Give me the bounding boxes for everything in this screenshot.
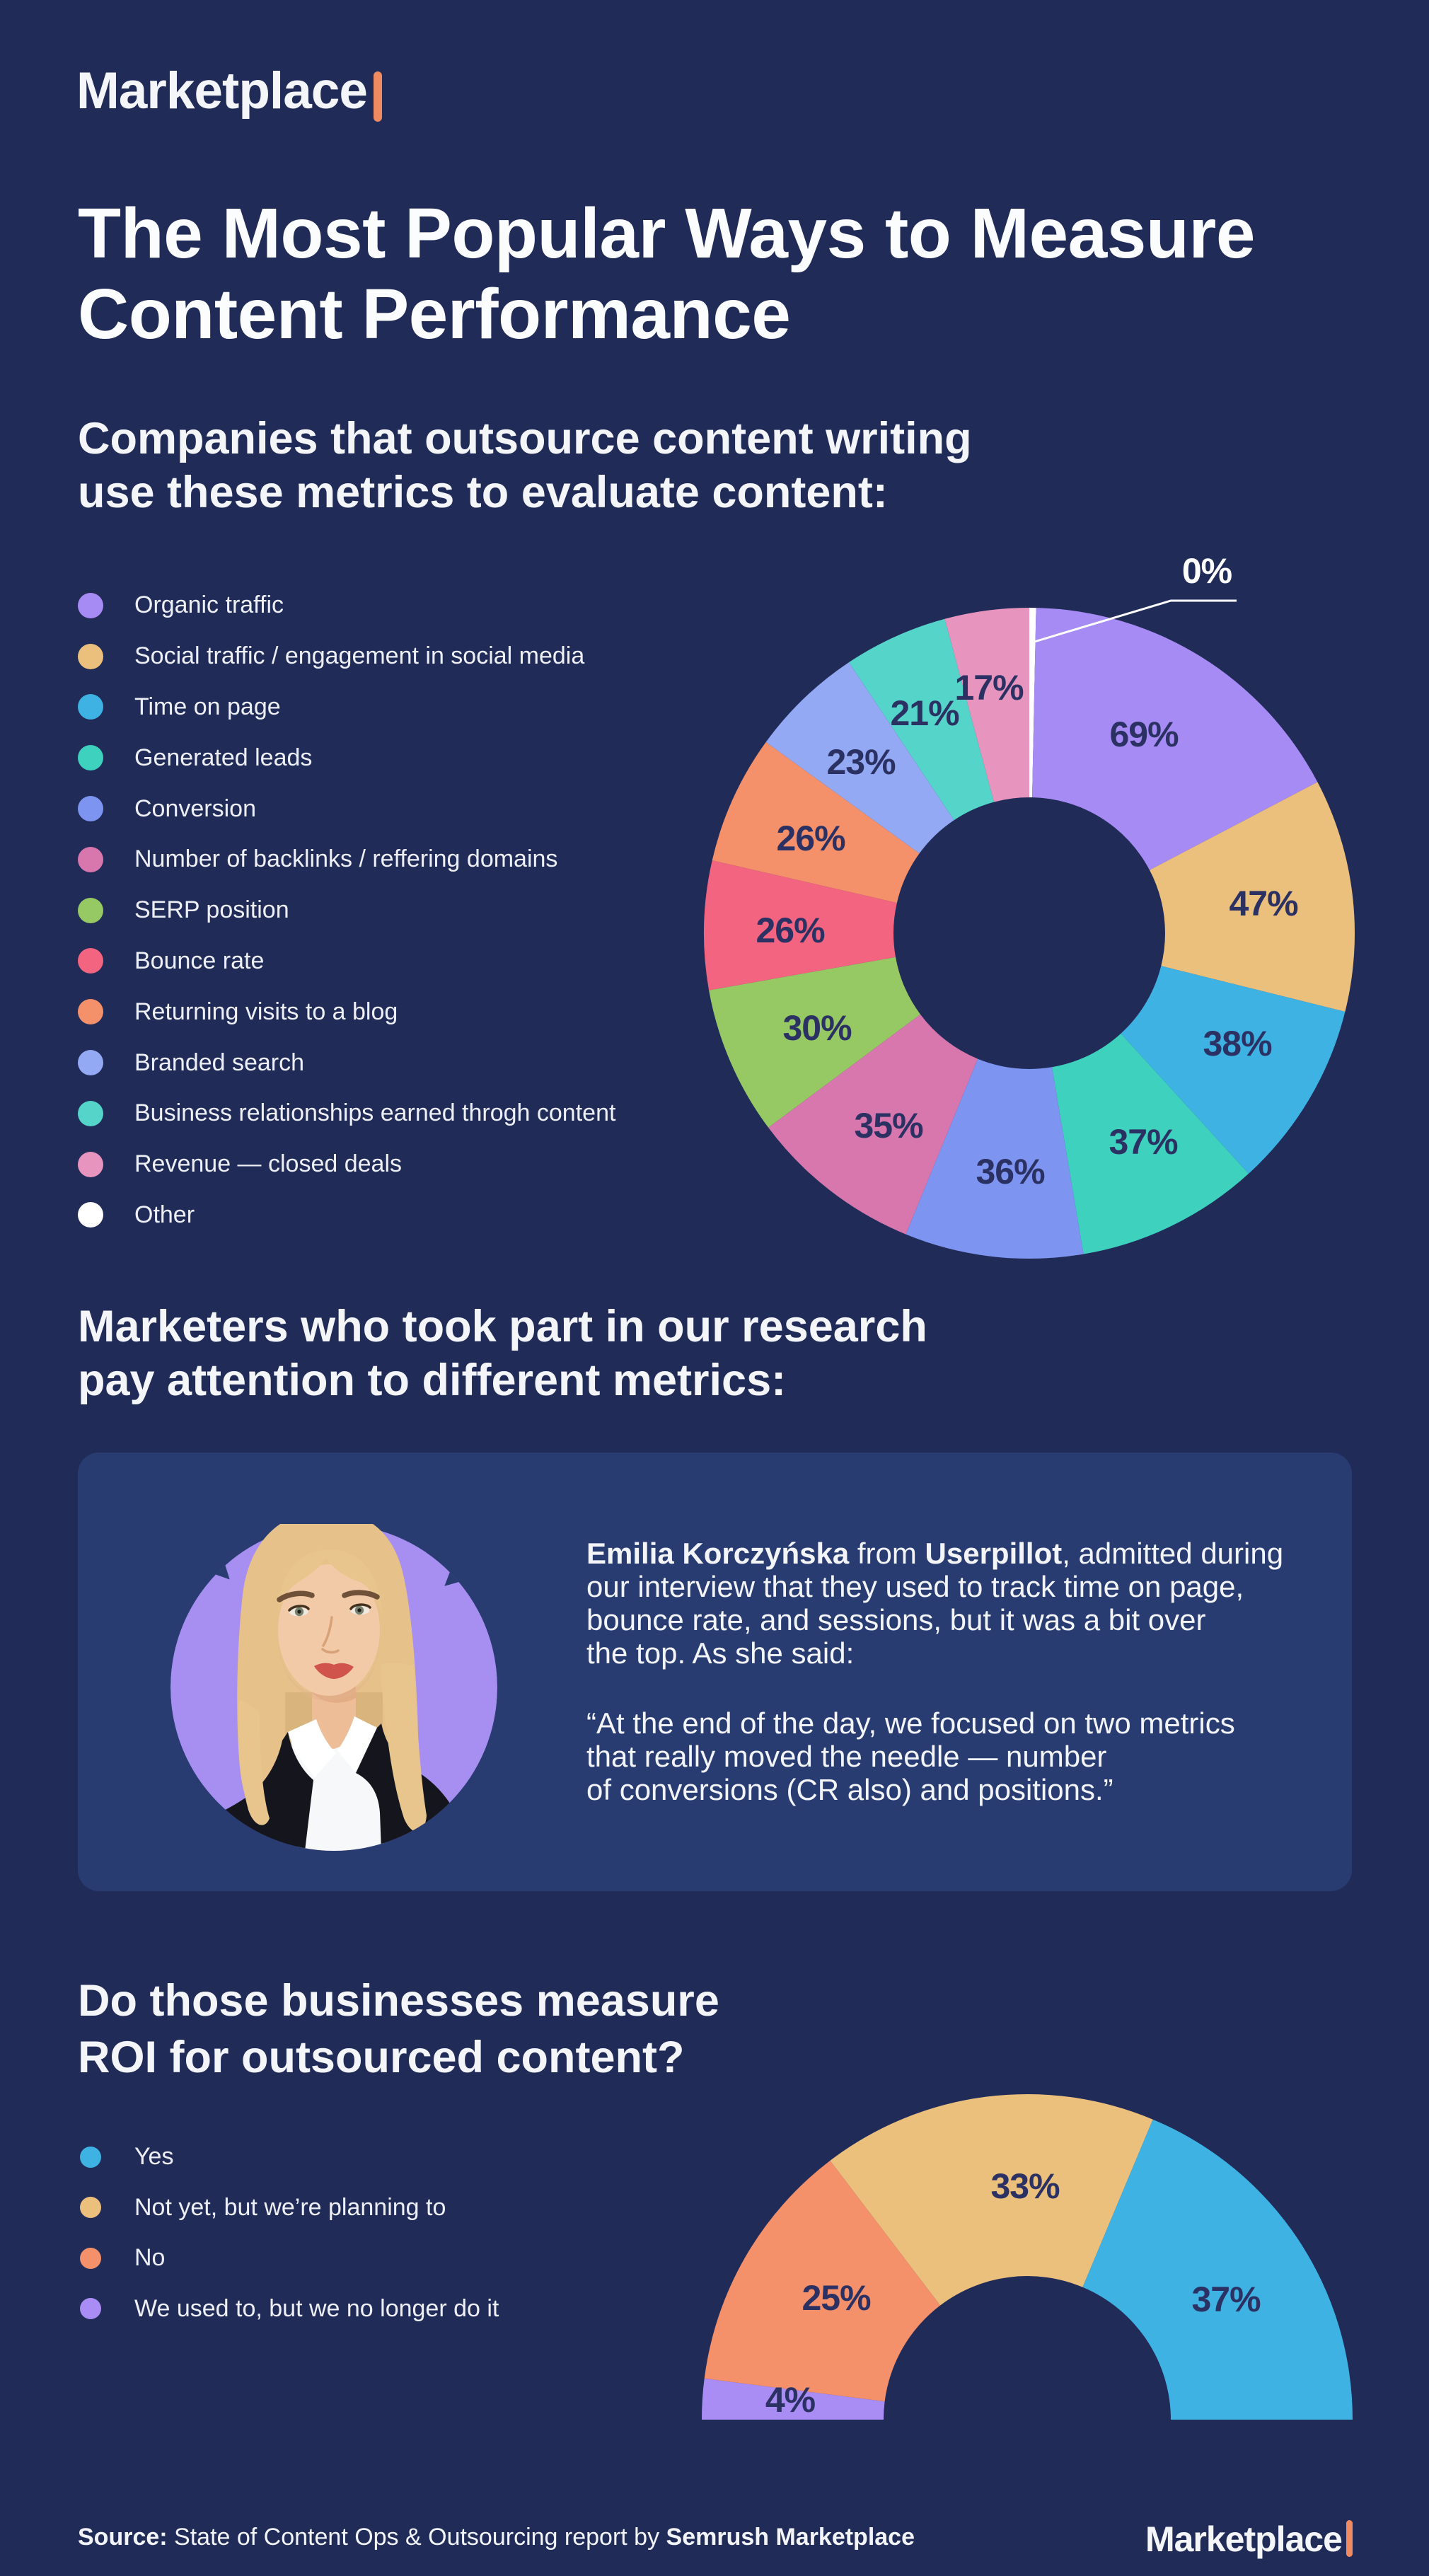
svg-text:26%: 26%: [776, 819, 845, 858]
svg-text:25%: 25%: [802, 2278, 871, 2318]
svg-text:69%: 69%: [1109, 715, 1179, 754]
svg-text:17%: 17%: [954, 668, 1024, 707]
svg-text:0%: 0%: [1182, 551, 1232, 591]
svg-text:38%: 38%: [1203, 1024, 1272, 1063]
svg-text:4%: 4%: [765, 2380, 816, 2420]
svg-text:30%: 30%: [782, 1008, 852, 1048]
svg-text:37%: 37%: [1191, 2280, 1261, 2319]
svg-text:33%: 33%: [990, 2166, 1060, 2206]
svg-text:35%: 35%: [854, 1106, 923, 1145]
svg-text:21%: 21%: [890, 693, 959, 733]
svg-text:47%: 47%: [1229, 884, 1298, 923]
svg-text:26%: 26%: [756, 911, 825, 950]
svg-text:37%: 37%: [1109, 1122, 1178, 1162]
svg-text:36%: 36%: [976, 1152, 1045, 1191]
svg-text:23%: 23%: [826, 742, 896, 782]
